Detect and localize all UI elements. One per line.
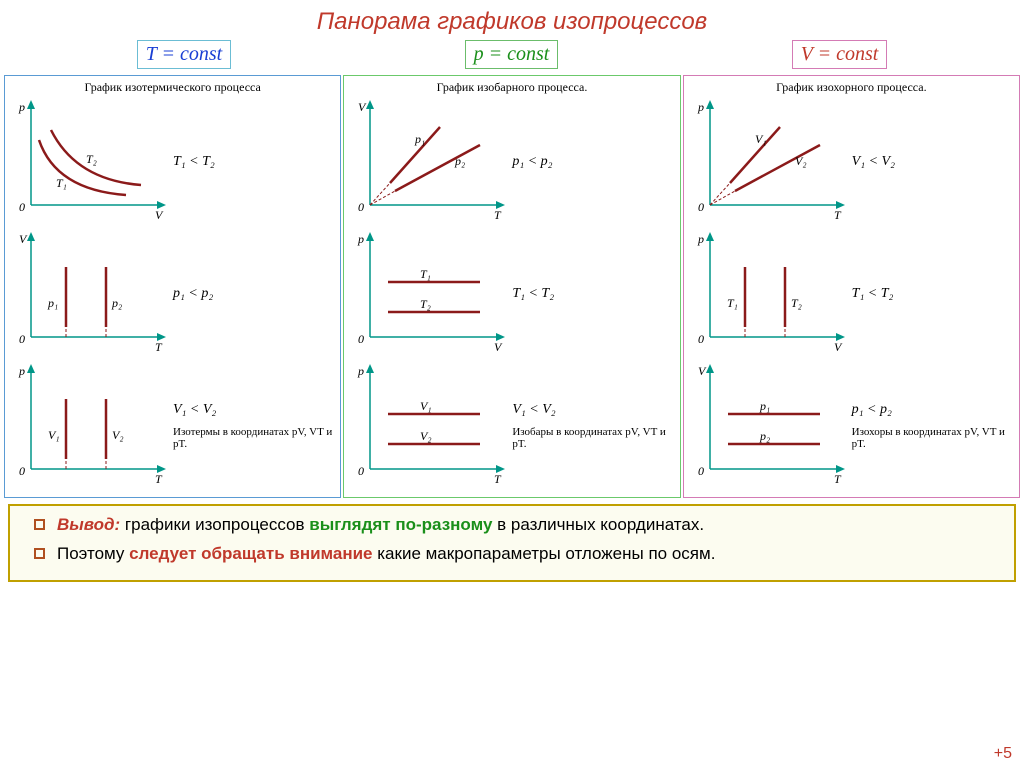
graph-condition: p₁ < p₂ xyxy=(508,154,552,170)
graph-row: p V 0 T₁ T₂ T₁ < T₂ xyxy=(9,97,336,227)
svg-text:p₂: p₂ xyxy=(111,296,122,310)
svg-text:T: T xyxy=(494,472,502,486)
panel-title: График изобарного процесса. xyxy=(348,80,675,95)
panel-title: График изотермического процесса xyxy=(9,80,336,95)
svg-text:0: 0 xyxy=(358,332,364,346)
graph-condition: T₁ < T₂ xyxy=(848,286,894,302)
svg-text:V: V xyxy=(155,208,164,222)
svg-text:0: 0 xyxy=(698,200,704,214)
svg-text:T: T xyxy=(834,472,842,486)
svg-text:T₁: T₁ xyxy=(56,176,67,190)
formula-p-const: p = const xyxy=(465,40,559,69)
svg-text:0: 0 xyxy=(19,332,25,346)
graph-row: p T 0 V₁ V₂ V₁ < V₂Изобары в координатах pV… xyxy=(348,361,675,491)
svg-text:0: 0 xyxy=(698,332,704,346)
conclusion-post2: какие макропараметры отложены по осям. xyxy=(373,544,716,563)
svg-text:T₂: T₂ xyxy=(420,297,431,311)
svg-text:T: T xyxy=(834,208,842,222)
graph-condition: T₁ < T₂ xyxy=(169,154,215,170)
panel-isothermal: График изотермического процесса p V 0 T₁ T… xyxy=(4,75,341,498)
svg-text:V₁: V₁ xyxy=(48,428,60,442)
conclusion-text: графики изопроцессов xyxy=(120,515,309,534)
svg-text:V₁: V₁ xyxy=(420,399,432,413)
graph-condition: p₁ < p₂Изохоры в координатах pV, VT и pT… xyxy=(848,402,1015,450)
panel-title: График изохорного процесса. xyxy=(688,80,1015,95)
footer-page: +5 xyxy=(994,745,1012,763)
svg-text:p₂: p₂ xyxy=(454,154,465,168)
graph-condition: p₁ < p₂ xyxy=(169,286,213,302)
conclusion-em1: выглядят по-разному xyxy=(309,515,492,534)
svg-text:V: V xyxy=(19,232,28,246)
graph-row: V T 0 p₁ p₂ p₁ < p₂Изохоры в координатах pV… xyxy=(688,361,1015,491)
conclusion-line-2: Поэтому следует обращать внимание какие … xyxy=(34,543,990,566)
svg-text:0: 0 xyxy=(19,200,25,214)
formulas-row: T = const p = const V = const xyxy=(0,40,1024,75)
svg-text:p: p xyxy=(697,232,704,246)
conclusion-pre2: Поэтому xyxy=(57,544,129,563)
svg-text:T₁: T₁ xyxy=(727,296,738,310)
graph-row: V T 0 p₁ p₂ p₁ < p₂ xyxy=(9,229,336,359)
svg-text:0: 0 xyxy=(358,200,364,214)
formula-v-const: V = const xyxy=(792,40,888,69)
svg-text:p: p xyxy=(357,232,364,246)
svg-text:0: 0 xyxy=(19,464,25,478)
panel-isobaric: График изобарного процесса. V T 0 p₁ p₂ p₁ … xyxy=(343,75,680,498)
graph-row: p T 0 V₁ V₂ V₁ < V₂Изотермы в координатах p… xyxy=(9,361,336,491)
svg-text:T₂: T₂ xyxy=(86,152,97,166)
svg-text:V: V xyxy=(358,100,367,114)
panel-isochoric: График изохорного процесса. p T 0 V₁ V₂ V₁ … xyxy=(683,75,1020,498)
graph-row: p T 0 V₁ V₂ V₁ < V₂ xyxy=(688,97,1015,227)
svg-text:V₁: V₁ xyxy=(755,132,767,146)
svg-text:V₂: V₂ xyxy=(420,429,432,443)
graph-row: p V 0 T₁ T₂ T₁ < T₂ xyxy=(688,229,1015,359)
graph-condition: V₁ < V₂ xyxy=(848,154,895,170)
svg-text:0: 0 xyxy=(358,464,364,478)
svg-text:T₁: T₁ xyxy=(420,267,431,281)
svg-text:p: p xyxy=(697,100,704,114)
svg-text:T: T xyxy=(155,472,163,486)
conclusion-em2: следует обращать внимание xyxy=(129,544,372,563)
svg-text:p: p xyxy=(357,364,364,378)
graph-condition: T₁ < T₂ xyxy=(508,286,554,302)
svg-text:V: V xyxy=(494,340,503,354)
svg-text:p: p xyxy=(18,100,25,114)
svg-text:p: p xyxy=(18,364,25,378)
conclusion-post1: в различных координатах. xyxy=(492,515,704,534)
conclusion-box: Вывод: графики изопроцессов выглядят по-… xyxy=(8,504,1016,582)
svg-text:V₂: V₂ xyxy=(112,428,124,442)
svg-text:0: 0 xyxy=(698,464,704,478)
svg-text:p₁: p₁ xyxy=(414,132,425,146)
graph-row: p V 0 T₁ T₂ T₁ < T₂ xyxy=(348,229,675,359)
graph-condition: V₁ < V₂Изобары в координатах pV, VT и pT… xyxy=(508,402,675,450)
svg-text:V: V xyxy=(698,364,707,378)
svg-text:p₁: p₁ xyxy=(759,399,770,413)
bullet-icon xyxy=(34,548,45,559)
bullet-icon xyxy=(34,519,45,530)
conclusion-vyvod: Вывод: xyxy=(57,515,120,534)
panels-row: График изотермического процесса p V 0 T₁ T… xyxy=(0,75,1024,498)
svg-text:T: T xyxy=(494,208,502,222)
svg-text:V₂: V₂ xyxy=(795,154,807,168)
svg-text:T₂: T₂ xyxy=(791,296,802,310)
graph-condition: V₁ < V₂Изотермы в координатах pV, VT и p… xyxy=(169,402,336,450)
formula-t-const: T = const xyxy=(137,40,231,69)
conclusion-line-1: Вывод: графики изопроцессов выглядят по-… xyxy=(34,514,990,537)
svg-text:p₂: p₂ xyxy=(759,429,770,443)
svg-text:p₁: p₁ xyxy=(47,296,58,310)
svg-text:V: V xyxy=(834,340,843,354)
svg-text:T: T xyxy=(155,340,163,354)
page-title: Панорама графиков изопроцессов xyxy=(0,0,1024,40)
graph-row: V T 0 p₁ p₂ p₁ < p₂ xyxy=(348,97,675,227)
